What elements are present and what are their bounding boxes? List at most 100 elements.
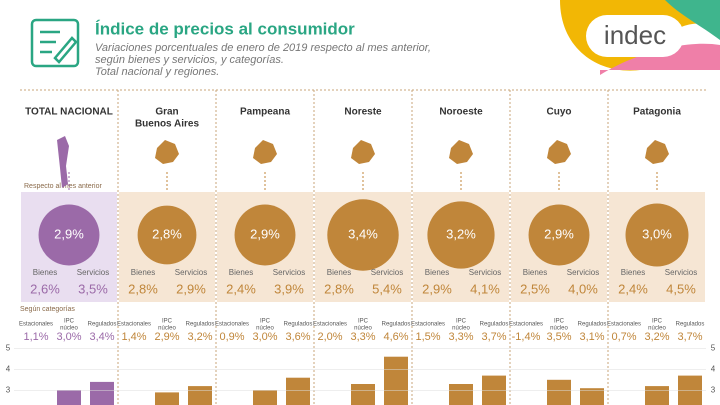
y-tick-label: 4 xyxy=(6,364,11,373)
services-value: 2,9% xyxy=(176,281,206,296)
category-value: 1,5% xyxy=(415,331,440,343)
goods-value: 2,6% xyxy=(30,281,60,296)
logo-shape xyxy=(665,0,720,40)
goods-value: 2,4% xyxy=(226,281,256,296)
category-label: Regulados xyxy=(382,322,411,328)
goods-value: 2,5% xyxy=(520,281,550,296)
logo-badge xyxy=(586,15,684,57)
category-label: IPC xyxy=(162,319,173,325)
y-tick-label: 5 xyxy=(6,343,11,352)
category-label: Estacionales xyxy=(509,322,543,328)
bubble xyxy=(234,204,296,266)
services-value: 4,1% xyxy=(470,281,500,296)
bubble xyxy=(327,199,399,271)
bubble xyxy=(625,203,689,267)
region-map xyxy=(547,140,571,164)
region-map xyxy=(645,140,669,164)
goods-label: Bienes xyxy=(33,268,57,277)
bar xyxy=(253,390,277,405)
bubble-label: 2,9% xyxy=(54,226,84,241)
subtitle: Variaciones porcentuales de enero de 201… xyxy=(95,42,431,54)
bar xyxy=(286,377,310,405)
services-value: 5,4% xyxy=(372,281,402,296)
region-map xyxy=(253,140,277,164)
goods-label: Bienes xyxy=(425,268,449,277)
bar xyxy=(155,392,179,405)
bubble xyxy=(427,201,495,269)
bubble xyxy=(137,205,197,265)
category-label: IPC xyxy=(64,319,75,325)
bubble-label: 2,9% xyxy=(250,226,280,241)
category-value: 3,3% xyxy=(448,331,473,343)
region-name: TOTAL NACIONAL xyxy=(25,107,113,118)
category-label: Estacionales xyxy=(215,322,249,328)
category-value: 3,7% xyxy=(677,331,702,343)
goods-value: 2,8% xyxy=(324,281,354,296)
goods-label: Bienes xyxy=(523,268,547,277)
section-label: Según categorías xyxy=(20,306,75,313)
y-tick-label: 4 xyxy=(711,364,716,373)
category-value: 3,7% xyxy=(481,331,506,343)
logo: indec xyxy=(604,20,666,50)
region-map xyxy=(449,140,473,164)
category-value: 3,0% xyxy=(252,331,277,343)
goods-label: Bienes xyxy=(229,268,253,277)
services-value: 3,9% xyxy=(274,281,304,296)
goods-label: Bienes xyxy=(131,268,155,277)
bar xyxy=(188,386,212,405)
title: Índice de precios al consumidor xyxy=(95,19,355,38)
bar xyxy=(449,384,473,405)
region-name: Buenos Aires xyxy=(135,119,200,130)
category-label: IPC xyxy=(260,319,271,325)
category-label: Regulados xyxy=(676,322,705,328)
goods-value: 2,8% xyxy=(128,281,158,296)
region-map xyxy=(57,136,69,188)
category-value: 1,4% xyxy=(121,331,146,343)
bubble-label: 3,4% xyxy=(348,226,378,241)
bar xyxy=(57,390,81,405)
category-label: núcleo xyxy=(256,326,274,332)
region-name: Pampeana xyxy=(240,107,290,118)
services-label: Servicios xyxy=(567,268,599,277)
category-value: 4,6% xyxy=(383,331,408,343)
bar xyxy=(90,381,114,405)
subtitle: Total nacional y regiones. xyxy=(95,66,219,78)
region-name: Noroeste xyxy=(439,107,483,118)
goods-value: 2,9% xyxy=(422,281,452,296)
services-label: Servicios xyxy=(273,268,305,277)
bar xyxy=(351,384,375,405)
region-name: Gran xyxy=(155,107,178,118)
icon xyxy=(30,18,80,68)
category-value: 3,2% xyxy=(187,331,212,343)
category-label: Estacionales xyxy=(19,322,53,328)
category-value: -1,4% xyxy=(512,331,541,343)
bar xyxy=(580,388,604,405)
services-label: Servicios xyxy=(665,268,697,277)
category-label: Estacionales xyxy=(313,322,347,328)
category-label: Regulados xyxy=(186,322,215,328)
category-value: 3,0% xyxy=(56,331,81,343)
category-label: núcleo xyxy=(354,326,372,332)
category-label: Regulados xyxy=(480,322,509,328)
category-value: 3,1% xyxy=(579,331,604,343)
category-value: 2,9% xyxy=(154,331,179,343)
bubble-label: 2,9% xyxy=(544,226,574,241)
category-value: 1,1% xyxy=(23,331,48,343)
region-name: Noreste xyxy=(344,107,382,118)
category-value: 0,7% xyxy=(611,331,636,343)
goods-label: Bienes xyxy=(327,268,351,277)
goods-label: Bienes xyxy=(621,268,645,277)
category-label: Regulados xyxy=(578,322,607,328)
category-label: IPC xyxy=(652,319,663,325)
category-label: Estacionales xyxy=(607,322,641,328)
category-label: núcleo xyxy=(158,326,176,332)
subtitle: según bienes y servicios, y categorías. xyxy=(95,54,284,66)
category-value: 3,6% xyxy=(285,331,310,343)
bubble-label: 2,8% xyxy=(152,226,182,241)
category-label: núcleo xyxy=(648,326,666,332)
category-value: 3,4% xyxy=(89,331,114,343)
category-value: 2,0% xyxy=(317,331,342,343)
region-map xyxy=(155,140,179,164)
category-label: Estacionales xyxy=(117,322,151,328)
